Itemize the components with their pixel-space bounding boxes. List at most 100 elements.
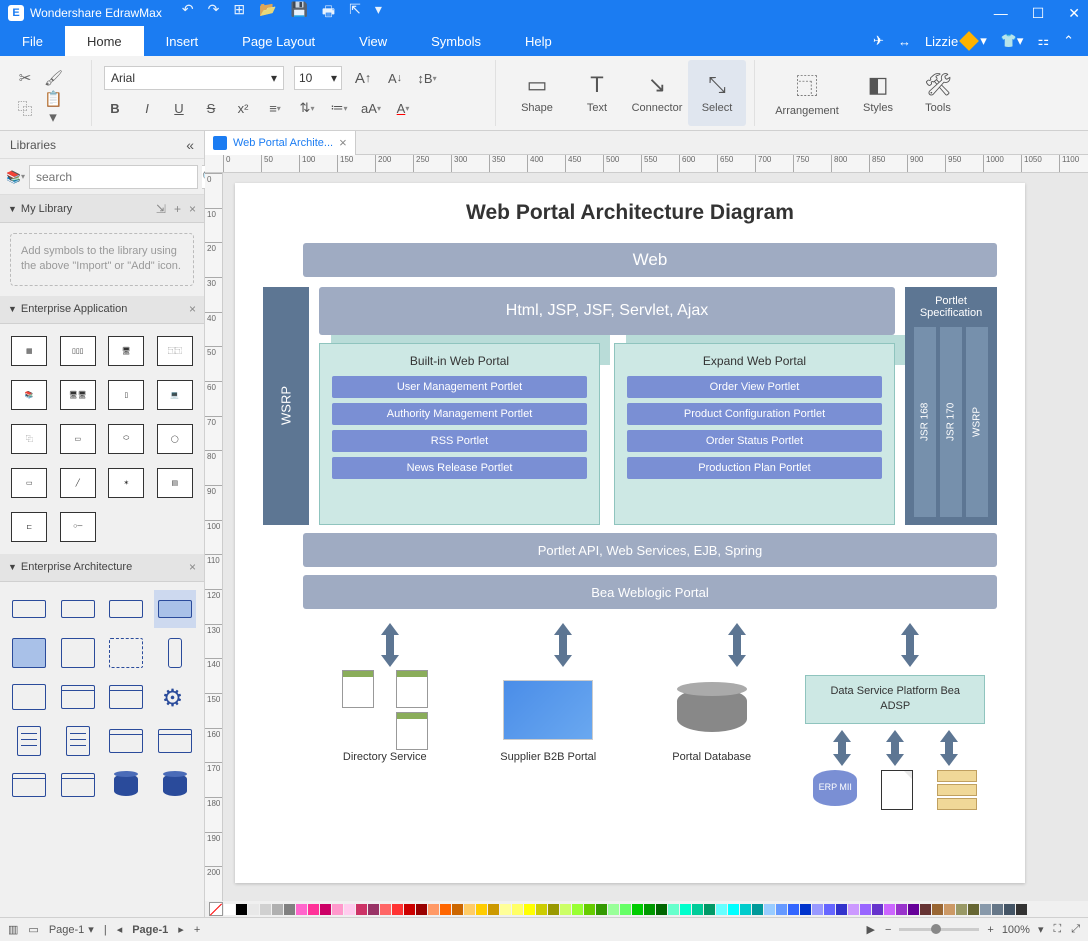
color-swatch[interactable]: [296, 904, 307, 915]
arrow-icon[interactable]: [554, 623, 572, 667]
shape-item[interactable]: [8, 722, 51, 760]
zoom-in-icon[interactable]: +: [987, 924, 993, 936]
arrangement-tool[interactable]: ⿹Arrangement: [767, 60, 847, 126]
color-swatch[interactable]: [596, 904, 607, 915]
color-swatch[interactable]: [836, 904, 847, 915]
shape-item[interactable]: 🖥🖥: [57, 376, 100, 414]
shape-tool[interactable]: ▭Shape: [508, 60, 566, 126]
color-swatch[interactable]: [968, 904, 979, 915]
builtin-portal[interactable]: Built-in Web Portal User Management Port…: [319, 343, 600, 525]
shape-item[interactable]: ▭: [8, 464, 51, 502]
send-icon[interactable]: ✈: [873, 33, 884, 49]
decrease-font-icon[interactable]: A↓: [384, 67, 406, 89]
color-swatch[interactable]: [944, 904, 955, 915]
web-box[interactable]: Web: [303, 243, 997, 277]
fullscreen-icon[interactable]: ⤢: [1071, 923, 1080, 936]
save-icon[interactable]: 💾: [290, 1, 307, 25]
arrow-icon[interactable]: [728, 623, 746, 667]
undo-icon[interactable]: ↶: [182, 1, 194, 25]
shape-item[interactable]: ▭: [57, 420, 100, 458]
tools-tool[interactable]: 🛠Tools: [909, 60, 967, 126]
color-swatch[interactable]: [512, 904, 523, 915]
shape-item[interactable]: ○─: [57, 508, 100, 546]
portlet[interactable]: Order Status Portlet: [627, 430, 882, 452]
shape-item[interactable]: ⚙: [154, 678, 197, 716]
copy-icon[interactable]: ⿻: [16, 98, 34, 119]
color-swatch[interactable]: [368, 904, 379, 915]
color-swatch[interactable]: [824, 904, 835, 915]
color-swatch[interactable]: [548, 904, 559, 915]
color-swatch[interactable]: [1016, 904, 1027, 915]
color-swatch[interactable]: [560, 904, 571, 915]
shape-item[interactable]: [57, 590, 100, 628]
color-swatch[interactable]: [248, 904, 259, 915]
menu-insert[interactable]: Insert: [144, 26, 221, 56]
directory-service[interactable]: Directory Service: [315, 675, 455, 763]
color-swatch[interactable]: [752, 904, 763, 915]
paste-icon[interactable]: 📋▾: [44, 90, 62, 126]
file-icon[interactable]: [881, 770, 913, 810]
spec-bar[interactable]: JSR 168: [914, 327, 936, 517]
color-swatch[interactable]: [440, 904, 451, 915]
arrow-icon[interactable]: [940, 730, 958, 766]
color-swatch[interactable]: [308, 904, 319, 915]
shape-item[interactable]: [8, 766, 51, 804]
shape-item[interactable]: [105, 722, 148, 760]
shape-item[interactable]: [57, 722, 100, 760]
wsrp-box[interactable]: WSRP: [263, 287, 309, 525]
close-lib-icon[interactable]: ×: [189, 202, 196, 216]
bullets-icon[interactable]: ≔: [328, 97, 350, 119]
no-color[interactable]: [209, 902, 223, 916]
color-swatch[interactable]: [452, 904, 463, 915]
color-swatch[interactable]: [356, 904, 367, 915]
font-family-select[interactable]: Arial▾: [104, 66, 284, 90]
html-box[interactable]: Html, JSP, JSF, Servlet, Ajax: [319, 287, 895, 335]
shape-item[interactable]: ⊏: [8, 508, 51, 546]
menu-home[interactable]: Home: [65, 26, 144, 56]
shape-item[interactable]: [105, 766, 148, 804]
shape-item[interactable]: ⬭: [105, 420, 148, 458]
portlet[interactable]: User Management Portlet: [332, 376, 587, 398]
super-sub-icon[interactable]: x²: [232, 97, 254, 119]
color-swatch[interactable]: [860, 904, 871, 915]
document-tab[interactable]: Web Portal Archite... ×: [205, 131, 356, 155]
color-swatch[interactable]: [692, 904, 703, 915]
close-lib-icon[interactable]: ×: [189, 560, 196, 574]
format-painter-icon[interactable]: 🖌: [44, 69, 62, 87]
shape-item[interactable]: [8, 634, 51, 672]
open-icon[interactable]: 📂: [259, 1, 276, 25]
qat-more-icon[interactable]: ▾: [375, 1, 382, 25]
color-swatch[interactable]: [896, 904, 907, 915]
cards-icon[interactable]: [937, 770, 977, 810]
fit-page-icon[interactable]: ⛶: [1053, 923, 1061, 936]
color-swatch[interactable]: [716, 904, 727, 915]
portlet[interactable]: Authority Management Portlet: [332, 403, 587, 425]
case-icon[interactable]: aA: [360, 97, 382, 119]
connector-tool[interactable]: ↘Connector: [628, 60, 686, 126]
cut-icon[interactable]: ✂: [16, 69, 34, 87]
color-swatch[interactable]: [428, 904, 439, 915]
shape-item[interactable]: [154, 722, 197, 760]
color-swatch[interactable]: [332, 904, 343, 915]
strike-icon[interactable]: S: [200, 97, 222, 119]
underline-icon[interactable]: U: [168, 97, 190, 119]
shape-item[interactable]: ◯: [154, 420, 197, 458]
minimize-icon[interactable]: ―: [994, 5, 1008, 22]
play-icon[interactable]: ▶: [866, 923, 874, 936]
increase-font-icon[interactable]: A↑: [352, 67, 374, 89]
close-lib-icon[interactable]: ×: [189, 302, 196, 316]
shape-item[interactable]: [105, 634, 148, 672]
import-icon[interactable]: ⇲: [156, 202, 166, 216]
color-swatch[interactable]: [704, 904, 715, 915]
color-swatch[interactable]: [776, 904, 787, 915]
pages-icon[interactable]: ▥: [8, 923, 18, 936]
color-swatch[interactable]: [740, 904, 751, 915]
add-icon[interactable]: +: [174, 202, 181, 216]
color-swatch[interactable]: [584, 904, 595, 915]
shape-item[interactable]: [105, 590, 148, 628]
color-swatch[interactable]: [956, 904, 967, 915]
arrow-icon[interactable]: [886, 730, 904, 766]
color-swatch[interactable]: [728, 904, 739, 915]
weblogic-box[interactable]: Bea Weblogic Portal: [303, 575, 997, 609]
color-swatch[interactable]: [272, 904, 283, 915]
